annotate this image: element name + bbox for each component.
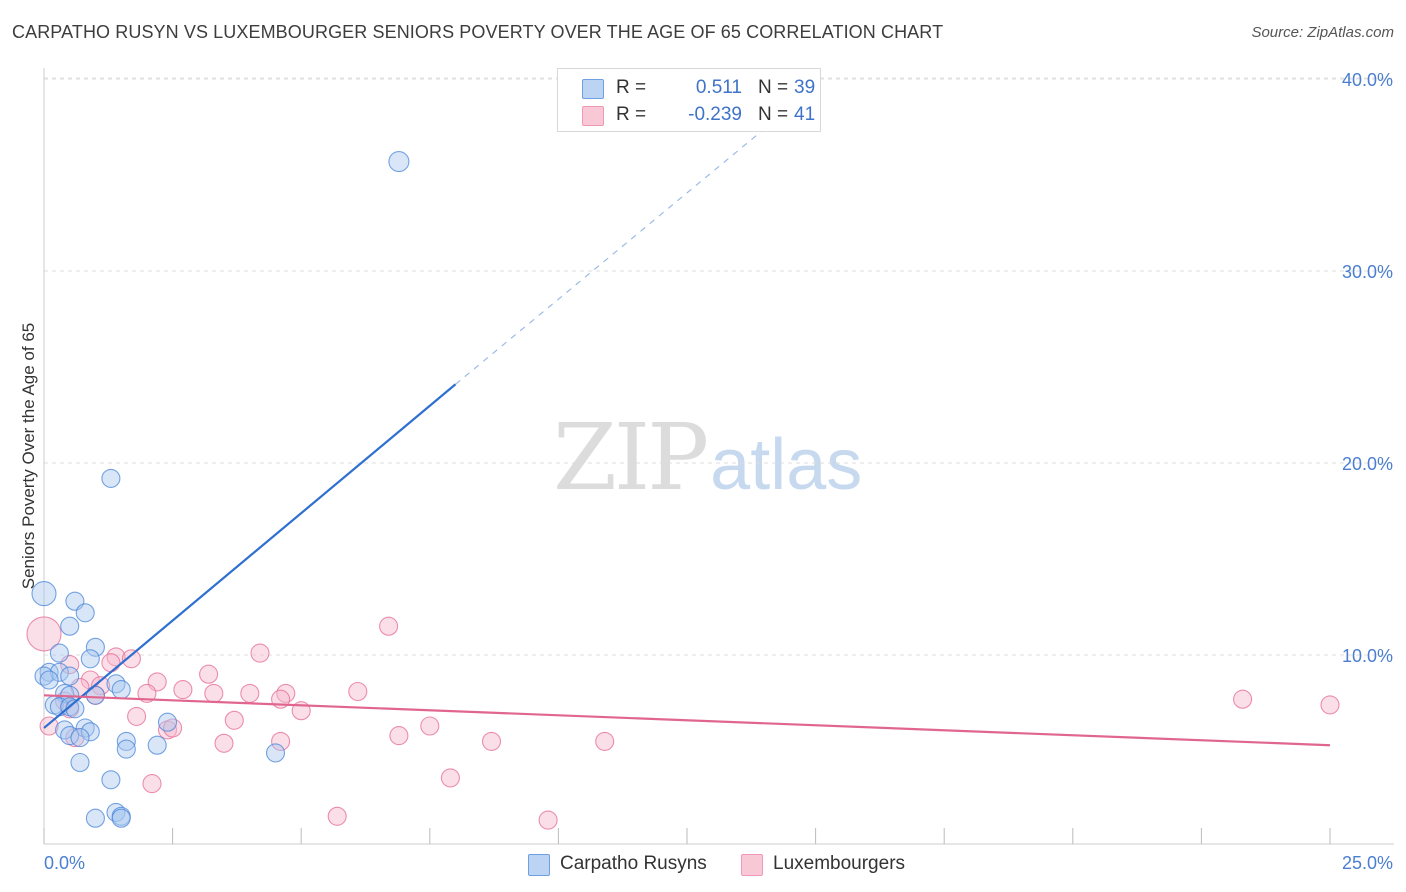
carpatho-rusyn-point	[31, 581, 57, 607]
legend-swatch-pink	[582, 106, 604, 126]
legend-n-label: N =	[758, 77, 789, 98]
luxembourger-point	[271, 731, 291, 751]
bottom-legend-label: Luxembourgers	[773, 853, 906, 874]
luxembourger-point	[204, 683, 224, 703]
carpatho-rusyn-point	[106, 802, 126, 822]
luxembourger-point	[481, 731, 502, 751]
carpatho-rusyn-point	[111, 680, 131, 700]
luxembourger-point	[91, 676, 111, 696]
carpatho-rusyn-point	[157, 712, 178, 732]
luxembourger-point	[127, 706, 147, 726]
carpatho-rusyn-point	[116, 739, 136, 759]
luxembourger-point	[26, 616, 62, 652]
carpatho-rusyn-point	[85, 637, 105, 657]
carpatho-rusyns-points	[31, 151, 410, 828]
watermark-atlas: atlas	[710, 425, 863, 505]
bottom-legend-swatch-pink	[741, 854, 763, 876]
carpatho-rusyn-point	[49, 643, 69, 663]
legend-r-label: R =	[616, 104, 647, 125]
carpatho-rusyn-point	[75, 718, 95, 738]
luxembourger-point	[137, 683, 157, 703]
x-tick-label: 0.0%	[44, 853, 85, 873]
correlation-legend: R = 0.511 N = 39 R = -0.239 N = 41	[557, 68, 821, 132]
luxembourger-point	[39, 716, 59, 736]
luxembourger-point	[389, 726, 409, 746]
luxembourger-point	[199, 664, 219, 684]
carpatho-rusyn-point	[80, 649, 100, 669]
carpatho-rusyn-point	[60, 616, 80, 636]
bottom-legend-label: Carpatho Rusyns	[560, 853, 707, 874]
tick-labels: 10.0% 20.0% 30.0% 40.0% 0.0% 25.0%	[44, 70, 1393, 873]
chart-title: CARPATHO RUSYN VS LUXEMBOURGER SENIORS P…	[12, 22, 944, 42]
luxembourger-point	[327, 806, 347, 826]
luxembourger-point	[595, 731, 615, 751]
carpatho-rusyn-point	[116, 731, 136, 751]
carpatho-rusyn-point	[388, 151, 410, 173]
luxembourger-point	[224, 710, 244, 730]
carpatho-rusyn-point	[55, 720, 75, 740]
y-tick-label: 10.0%	[1342, 646, 1393, 666]
carpatho-rusyn-point	[111, 808, 131, 828]
luxembourger-trend-line	[43, 694, 1331, 747]
trend-lines	[43, 107, 1331, 747]
luxembourgers-points	[26, 616, 1340, 830]
luxembourger-point	[348, 681, 368, 702]
luxembourger-point	[440, 768, 460, 788]
luxembourger-point	[420, 716, 440, 736]
watermark: ZIPatlas	[553, 404, 862, 511]
bottom-legend-swatch-blue	[528, 854, 550, 876]
luxembourger-point	[1233, 689, 1253, 709]
y-tick-label: 20.0%	[1342, 454, 1393, 474]
luxembourger-point	[214, 733, 234, 753]
luxembourger-point	[121, 649, 141, 669]
carpatho-rusyn-point	[265, 743, 286, 763]
luxembourger-point	[106, 647, 126, 667]
luxembourger-point	[240, 683, 260, 703]
axis-layer	[43, 68, 1394, 845]
carpatho-rusyn-point	[147, 735, 167, 755]
carpatho-rusyn-point	[34, 666, 54, 686]
carpatho-rusyn-point	[80, 722, 100, 742]
grid-layer	[44, 77, 1394, 656]
luxembourger-point	[173, 680, 193, 700]
legend-n-label: N =	[758, 104, 789, 125]
luxembourger-point	[379, 616, 399, 636]
luxembourger-point	[1320, 695, 1340, 715]
legend-swatch-blue	[582, 79, 604, 99]
x-tick-label: 25.0%	[1342, 853, 1393, 873]
carpatho-rusyn-point	[60, 666, 80, 686]
luxembourger-point	[142, 774, 162, 794]
carpatho-trend-extension	[455, 107, 791, 385]
y-tick-label: 40.0%	[1342, 70, 1393, 90]
y-tick-label: 30.0%	[1342, 262, 1393, 282]
luxembourger-point	[250, 643, 270, 663]
y-axis-label: Seniors Poverty Over the Age of 65	[19, 323, 38, 589]
legend-r-label: R =	[616, 77, 647, 98]
carpatho-rusyn-point	[49, 662, 69, 682]
source-label: Source: ZipAtlas.com	[1251, 24, 1394, 41]
legend-r-value: 0.511	[695, 77, 742, 98]
luxembourger-point	[101, 653, 121, 673]
luxembourger-point	[276, 683, 296, 703]
carpatho-rusyn-point	[70, 752, 90, 773]
luxembourger-point	[163, 718, 183, 738]
watermark-zip: ZIP	[553, 404, 709, 511]
legend-n-value: 39	[794, 77, 816, 98]
carpatho-rusyn-point	[101, 770, 121, 790]
carpatho-trend-line	[43, 383, 457, 729]
luxembourger-point	[538, 810, 558, 830]
carpatho-rusyn-point	[85, 808, 105, 828]
carpatho-rusyn-point	[106, 674, 126, 694]
legend-n-value: 41	[794, 104, 816, 125]
legend-r-value: -0.239	[688, 104, 742, 125]
carpatho-rusyn-point	[39, 662, 59, 682]
carpatho-rusyn-point	[70, 728, 90, 748]
carpatho-rusyn-point	[101, 468, 121, 488]
carpatho-rusyn-point	[39, 670, 59, 690]
carpatho-rusyn-point	[75, 603, 95, 623]
